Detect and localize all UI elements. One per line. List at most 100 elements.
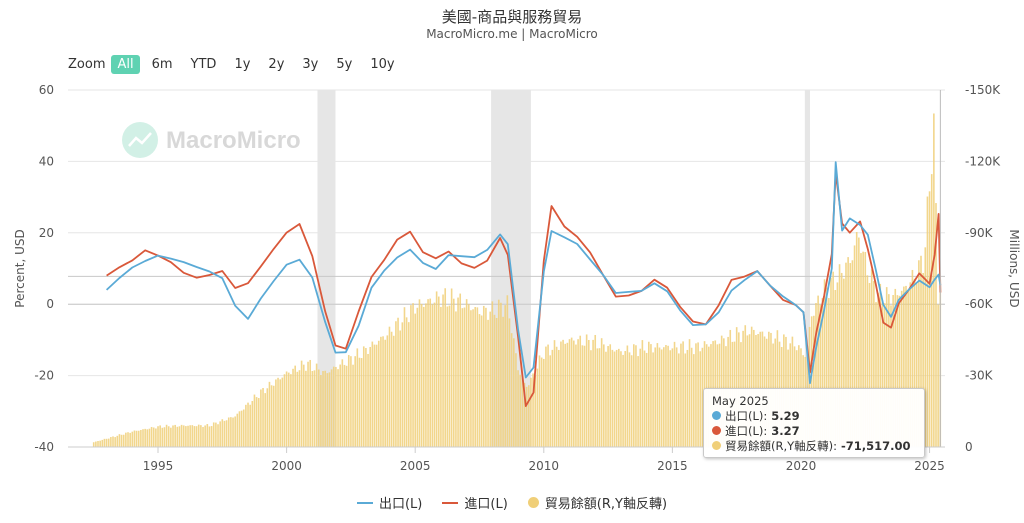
balance-bar <box>553 340 556 447</box>
balance-bar <box>845 262 847 447</box>
balance-bar <box>500 302 502 447</box>
legend-label: 貿易餘額(R,Y軸反轉) <box>544 497 668 512</box>
balance-bar <box>204 425 206 447</box>
balance-bar <box>695 343 697 447</box>
chart-title: 美國-商品與服務貿易 <box>441 8 583 26</box>
balance-bar <box>487 319 489 447</box>
balance-bar <box>538 355 541 447</box>
balance-bar <box>577 339 579 447</box>
balance-bar <box>208 426 211 447</box>
balance-bar <box>521 378 524 447</box>
balance-bar <box>375 344 378 447</box>
balance-bar <box>268 381 271 447</box>
zoom-all-button[interactable]: All <box>111 55 140 74</box>
balance-bar <box>881 302 884 447</box>
balance-bar <box>592 339 594 447</box>
balance-bar <box>825 287 828 447</box>
balance-bar <box>879 283 882 447</box>
balance-bar <box>918 260 920 447</box>
legend-item-imports[interactable]: 進口(L) <box>442 493 508 512</box>
balance-bar <box>680 343 682 447</box>
y-left-tick-label: -20 <box>34 369 54 383</box>
balance-bar <box>159 425 161 447</box>
balance-bar <box>305 370 307 447</box>
balance-bar <box>135 430 138 447</box>
legend-item-exports[interactable]: 出口(L) <box>356 493 422 512</box>
balance-bar <box>285 371 288 447</box>
balance-bar <box>155 428 157 447</box>
balance-bar <box>635 345 637 447</box>
tooltip-label: 貿易餘額(R,Y軸反轉): <box>725 438 838 453</box>
balance-bar <box>566 342 569 447</box>
balance-bar <box>568 339 571 447</box>
balance-bar <box>935 203 937 447</box>
balance-bar <box>671 348 674 447</box>
balance-bar <box>866 275 869 447</box>
balance-bar <box>174 424 176 447</box>
balance-bar <box>144 428 146 447</box>
balance-bar <box>407 322 410 447</box>
balance-bar <box>596 348 599 447</box>
balance-bar <box>429 298 432 447</box>
balance-bar <box>178 426 181 447</box>
balance-bar <box>150 426 153 447</box>
balance-bar <box>236 413 239 447</box>
balance-bar <box>195 426 198 447</box>
balance-bar <box>358 357 361 447</box>
balance-bar <box>431 304 434 447</box>
balance-bar <box>152 427 155 447</box>
exports-line <box>105 161 942 385</box>
watermark-text: MacroMicro <box>166 127 301 154</box>
balance-bar <box>467 304 470 447</box>
legend-label: 進口(L) <box>464 497 508 512</box>
balance-bar <box>581 345 584 447</box>
balance-bar <box>101 439 104 447</box>
balance-bar <box>322 371 324 447</box>
balance-bar <box>277 377 279 447</box>
balance-bar <box>656 343 659 447</box>
legend-item-balance[interactable]: 貿易餘額(R,Y軸反轉) <box>527 493 668 512</box>
balance-bar <box>292 368 294 447</box>
balance-bar <box>808 326 811 447</box>
balance-bar <box>279 379 281 447</box>
zoom-2y-button[interactable]: 2y <box>268 57 285 72</box>
zoom-10y-button[interactable]: 10y <box>370 57 395 72</box>
legend: 出口(L) 進口(L) 貿易餘額(R,Y軸反轉) <box>0 493 1024 512</box>
y-left-tick-label: -40 <box>34 440 54 454</box>
balance-bar <box>482 305 485 447</box>
balance-bar <box>373 344 376 447</box>
balance-bar <box>585 334 588 447</box>
balance-bar <box>240 410 243 447</box>
balance-bar <box>420 304 423 447</box>
balance-bar <box>260 389 262 447</box>
balance-bar <box>95 441 97 447</box>
balance-bar <box>928 191 931 447</box>
balance-bar <box>298 370 301 447</box>
zoom-ytd-button[interactable]: YTD <box>190 57 217 72</box>
balance-bar <box>444 288 447 447</box>
y-right-axis-title: Millions, USD <box>1007 229 1021 307</box>
zoom-6m-button[interactable]: 6m <box>151 57 173 72</box>
series-lines <box>105 90 942 447</box>
balance-bar <box>249 404 251 447</box>
recession-band <box>804 90 810 447</box>
balance-bar <box>242 409 245 447</box>
zoom-5y-button[interactable]: 5y <box>336 57 353 72</box>
balance-bar <box>225 420 228 447</box>
balance-bar <box>287 372 290 447</box>
balance-bar <box>611 349 614 447</box>
balance-bar <box>354 356 356 447</box>
y-left-tick-label: 0 <box>46 297 54 311</box>
balance-bar <box>678 353 680 447</box>
zoom-1y-button[interactable]: 1y <box>234 57 251 72</box>
balance-bar <box>851 260 854 447</box>
balance-bar <box>474 307 477 447</box>
balance-bar <box>161 427 164 447</box>
balance-bar <box>122 434 125 447</box>
zoom-3y-button[interactable]: 3y <box>302 57 319 72</box>
balance-bar <box>422 306 425 447</box>
balance-bar <box>326 373 329 447</box>
balance-bar <box>937 304 939 447</box>
balance-bar <box>114 437 116 447</box>
balance-bar <box>412 303 414 447</box>
